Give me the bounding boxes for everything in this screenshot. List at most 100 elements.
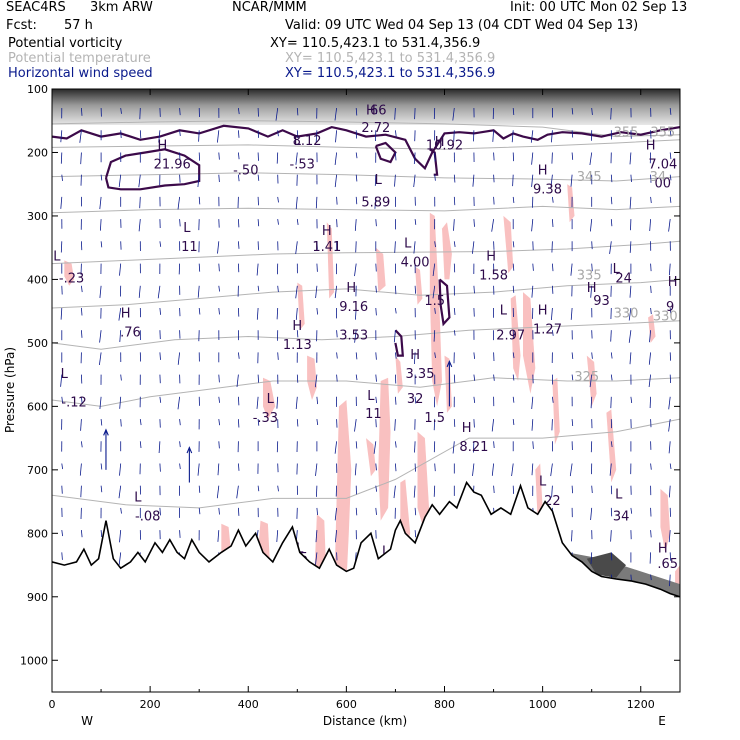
wind-arrow-687 xyxy=(668,219,671,232)
wind-arrow-477 xyxy=(473,441,475,453)
wind-arrow-232 xyxy=(257,374,259,383)
plot-frame xyxy=(51,88,681,693)
wind-arrow-683 xyxy=(669,130,672,136)
pv-extremum-label: 00 xyxy=(655,176,672,191)
terrain-line xyxy=(52,480,680,598)
wind-arrow-390 xyxy=(395,463,397,472)
field-wind-name: Horizontal wind speed xyxy=(8,66,153,81)
wind-arrow-316 xyxy=(334,285,337,299)
wind-arrow-145 xyxy=(177,396,180,410)
wind-arrow-500 xyxy=(491,463,494,476)
pv-extremum-label: H xyxy=(668,275,678,290)
wind-arrow-474 xyxy=(473,374,476,381)
pv-extremum-label: H xyxy=(322,224,332,239)
wind-arrow-48 xyxy=(99,196,102,210)
wind-arrow-579 xyxy=(570,263,573,276)
wind-arrow-552 xyxy=(551,152,553,164)
wind-arrow-467 xyxy=(473,219,475,227)
wind-arrow-668 xyxy=(650,285,652,294)
wind-arrow-455 xyxy=(452,441,455,454)
wind-arrow-264 xyxy=(296,107,299,116)
wind-arrow-312 xyxy=(336,196,338,205)
wind-arrow-607 xyxy=(590,396,593,409)
wind-arrow-300 xyxy=(316,419,319,426)
wind-arrow-656 xyxy=(630,507,633,514)
wind-arrow-1 xyxy=(60,130,63,143)
pv-extremum-label: L xyxy=(613,262,621,277)
wind-arrow-407 xyxy=(414,352,416,365)
pv-extremum-label: 5.89 xyxy=(361,195,390,210)
wind-arrow-225 xyxy=(257,219,260,227)
wind-arrow-309 xyxy=(335,130,337,143)
wind-arrow-619 xyxy=(610,174,613,183)
wind-arrow-17 xyxy=(61,485,63,494)
wind-arrow-161 xyxy=(198,263,201,272)
wind-arrow-80 xyxy=(120,419,122,427)
wind-arrow-229 xyxy=(256,307,259,320)
wind-arrow-216 xyxy=(238,507,240,516)
wind-arrow-450 xyxy=(453,330,456,336)
theta-contour-label: 330 xyxy=(653,310,678,325)
pv-shade-17 xyxy=(375,247,386,293)
east-slope-dark-shading xyxy=(586,552,626,578)
wind-arrow-170 xyxy=(197,463,200,476)
y-tick-label: 300 xyxy=(27,210,48,223)
wind-arrow-146 xyxy=(179,419,181,426)
wind-arrow-157 xyxy=(197,174,200,188)
wind-arrow-586 xyxy=(571,419,574,427)
wind-arrow-530 xyxy=(531,152,534,165)
pv-extremum-label: 93 xyxy=(593,294,610,309)
wind-arrow-342 xyxy=(355,374,358,381)
wind-arrow-210 xyxy=(236,374,239,388)
wind-arrow-644 xyxy=(629,241,632,253)
wind-arrow-84 xyxy=(120,507,122,514)
wind-arrow-341 xyxy=(355,352,358,360)
wind-arrow-304 xyxy=(316,507,318,516)
wind-arrow-326 xyxy=(334,507,337,521)
wind-arrow-531 xyxy=(531,174,534,187)
wind-arrow-649 xyxy=(629,352,632,365)
init-time: Init: 00 UTC Mon 02 Sep 13 xyxy=(510,0,688,15)
wind-arrow-673 xyxy=(649,396,651,409)
wind-arrow-201 xyxy=(238,174,240,182)
wind-arrow-640 xyxy=(629,152,632,165)
wind-arrow-404 xyxy=(414,285,416,294)
wind-arrow-73 xyxy=(119,263,122,276)
wind-arrow-631 xyxy=(610,441,613,448)
wind-arrow-13 xyxy=(61,396,63,403)
pv-extremum-label: 9.16 xyxy=(339,300,368,315)
theta-contour-label: 330 xyxy=(614,307,639,322)
wind-arrow-496 xyxy=(493,374,495,381)
wind-arrow-136 xyxy=(177,196,180,210)
pv-extremum-label: 9 xyxy=(666,300,674,315)
pv-extremum-label: 4.00 xyxy=(401,256,430,271)
wind-arrow-359 xyxy=(375,263,377,272)
wind-arrow-293 xyxy=(316,263,318,272)
wind-arrow-265 xyxy=(296,130,299,138)
wind-arrow-221 xyxy=(257,130,259,138)
field-pv-name: Potential vorticity xyxy=(8,36,123,51)
wind-arrow-470 xyxy=(473,285,475,294)
wind-arrow-195 xyxy=(217,530,220,542)
wind-arrow-233 xyxy=(256,396,259,409)
x-tick-label: 1200 xyxy=(627,698,655,711)
wind-arrow-361 xyxy=(375,307,377,316)
y-tick-label: 600 xyxy=(27,400,48,413)
wind-arrow-672 xyxy=(648,374,651,388)
wind-arrow-596 xyxy=(589,152,593,166)
x-tick-label: 200 xyxy=(140,698,161,711)
wind-arrow-685 xyxy=(669,174,672,181)
wind-arrow-370 xyxy=(375,507,377,515)
wind-arrow-6 xyxy=(60,241,63,253)
wind-arrow-519 xyxy=(512,396,515,403)
wind-arrow-606 xyxy=(589,374,593,388)
wind-arrow-389 xyxy=(395,441,397,448)
wind-arrow-16 xyxy=(61,463,63,470)
wind-arrow-384 xyxy=(393,330,396,343)
pv-extremum-label: L xyxy=(53,249,61,264)
theta-line-5 xyxy=(52,205,680,214)
pv-extremum-label: -.23 xyxy=(59,272,84,287)
pv-contour-4 xyxy=(394,329,404,357)
wind-arrow-251 xyxy=(276,307,279,320)
